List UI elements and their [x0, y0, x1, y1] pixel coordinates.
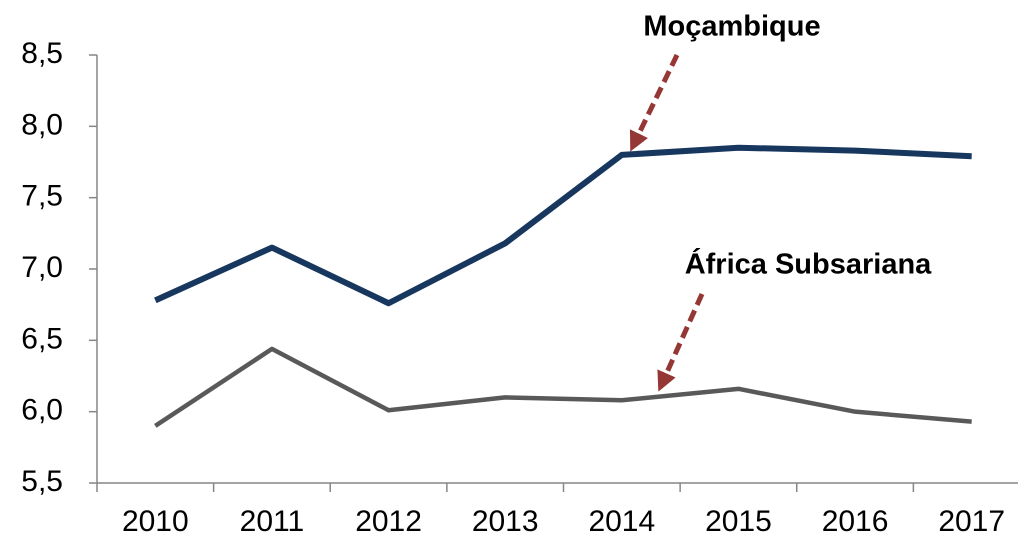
- x-tick-label: 2016: [822, 505, 889, 538]
- annotation: Moçambique: [643, 11, 820, 43]
- x-tick-label: 2012: [355, 505, 422, 538]
- annotation: África Subsariana: [685, 247, 932, 281]
- y-tick-label: 7,5: [21, 180, 63, 213]
- x-tick-label: 2010: [122, 505, 189, 538]
- x-tick-label: 2013: [472, 505, 539, 538]
- y-tick-label: 8,5: [21, 37, 63, 70]
- x-tick-label: 2017: [938, 505, 1005, 538]
- y-tick-label: 6,5: [21, 322, 63, 355]
- x-tick-label: 2011: [240, 505, 305, 538]
- series-line: [154, 144, 972, 307]
- x-tick-label: 2014: [588, 505, 655, 538]
- y-tick-label: 6,0: [21, 394, 63, 427]
- series-line: [154, 346, 972, 428]
- y-tick-label: 8,0: [21, 108, 63, 141]
- annotation-arrow: [657, 292, 705, 392]
- x-tick-label: 2015: [705, 505, 772, 538]
- y-tick-label: 5,5: [21, 465, 63, 498]
- y-tick-label: 7,0: [21, 251, 63, 284]
- annotation-arrow: [629, 53, 680, 152]
